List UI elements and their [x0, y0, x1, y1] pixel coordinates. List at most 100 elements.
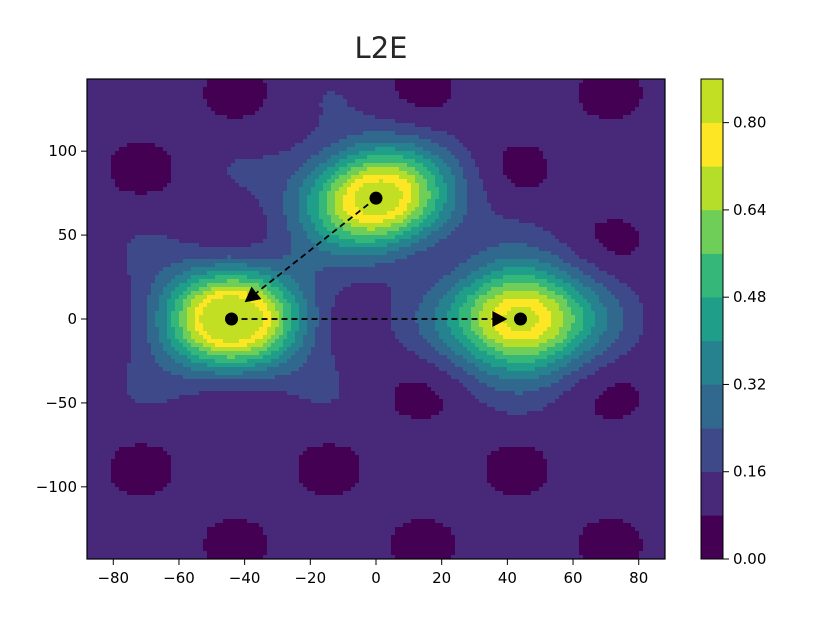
- contour-cell: [515, 151, 520, 156]
- contour-cell: [403, 123, 408, 128]
- contour-cell: [463, 103, 468, 108]
- contour-cell: [215, 87, 220, 92]
- contour-cell: [475, 163, 480, 168]
- contour-cell: [151, 127, 156, 132]
- contour-cell: [195, 187, 200, 192]
- contour-cell: [271, 135, 276, 140]
- contour-cell: [427, 115, 432, 120]
- contour-cell: [579, 91, 584, 96]
- contour-cell: [575, 159, 580, 164]
- contour-cell: [267, 151, 272, 156]
- contour-cell: [507, 183, 512, 188]
- contour-cell: [283, 167, 288, 172]
- contour-cell: [147, 123, 152, 128]
- contour-cell: [267, 127, 272, 132]
- contour-cell: [575, 135, 580, 140]
- contour-cell: [455, 167, 460, 172]
- contour-cell: [355, 163, 360, 168]
- contour-cell: [187, 79, 192, 84]
- contour-cell: [319, 143, 324, 148]
- contour-cell: [527, 195, 532, 200]
- contour-cell: [663, 147, 666, 152]
- contour-cell: [235, 151, 240, 156]
- contour-cell: [187, 119, 192, 124]
- contour-cell: [559, 203, 564, 208]
- contour-cell: [291, 95, 296, 100]
- contour-cell: [251, 187, 256, 192]
- contour-cell: [179, 123, 184, 128]
- contour-cell: [155, 99, 160, 104]
- contour-cell: [179, 107, 184, 112]
- contour-cell: [307, 107, 312, 112]
- contour-cell: [279, 151, 284, 156]
- contour-cell: [467, 195, 472, 200]
- contour-cell: [563, 95, 568, 100]
- contour-cell: [175, 211, 180, 216]
- contour-cell: [407, 183, 412, 188]
- contour-cell: [431, 155, 436, 160]
- contour-cell: [223, 199, 228, 204]
- contour-cell: [87, 123, 92, 128]
- contour-cell: [311, 131, 316, 136]
- contour-cell: [467, 175, 472, 180]
- contour-cell: [179, 91, 184, 96]
- contour-cell: [199, 179, 204, 184]
- contour-cell: [427, 131, 432, 136]
- contour-cell: [343, 195, 348, 200]
- contour-cell: [187, 203, 192, 208]
- contour-cell: [543, 87, 548, 92]
- contour-cell: [415, 131, 420, 136]
- contour-cell: [607, 147, 612, 152]
- contour-cell: [535, 183, 540, 188]
- contour-cell: [479, 167, 484, 172]
- contour-cell: [523, 91, 528, 96]
- contour-cell: [123, 147, 128, 152]
- contour-cell: [647, 79, 652, 84]
- contour-cell: [191, 171, 196, 176]
- contour-cell: [183, 139, 188, 144]
- contour-cell: [607, 171, 612, 176]
- contour-cell: [207, 127, 212, 132]
- contour-cell: [179, 143, 184, 148]
- contour-cell: [591, 139, 596, 144]
- contour-cell: [399, 151, 404, 156]
- contour-cell: [251, 143, 256, 148]
- contour-cell: [303, 103, 308, 108]
- contour-cell: [243, 195, 248, 200]
- contour-cell: [659, 203, 664, 208]
- contour-cell: [483, 199, 488, 204]
- contour-cell: [527, 135, 532, 140]
- contour-cell: [335, 215, 340, 220]
- contour-cell: [419, 203, 424, 208]
- contour-cell: [163, 103, 168, 108]
- contour-cell: [659, 143, 664, 148]
- contour-cell: [583, 107, 588, 112]
- contour-cell: [523, 111, 528, 116]
- contour-cell: [635, 131, 640, 136]
- contour-cell: [495, 143, 500, 148]
- contour-cell: [359, 167, 364, 172]
- contour-cell: [327, 203, 332, 208]
- contour-cell: [487, 103, 492, 108]
- contour-cell: [163, 147, 168, 152]
- contour-cell: [403, 79, 408, 84]
- contour-cell: [531, 143, 536, 148]
- contour-cell: [103, 171, 108, 176]
- contour-cell: [183, 215, 188, 220]
- contour-cell: [347, 151, 352, 156]
- contour-cell: [487, 83, 492, 88]
- contour-cell: [103, 111, 108, 116]
- contour-cell: [295, 159, 300, 164]
- contour-cell: [455, 175, 460, 180]
- contour-cell: [643, 187, 648, 192]
- contour-cell: [655, 91, 660, 96]
- contour-cell: [427, 79, 432, 84]
- contour-cell: [323, 199, 328, 204]
- contour-cell: [619, 147, 624, 152]
- contour-cell: [155, 155, 160, 160]
- contour-cell: [615, 127, 620, 132]
- contour-cell: [199, 91, 204, 96]
- contour-cell: [199, 199, 204, 204]
- contour-cell: [551, 163, 556, 168]
- contour-cell: [511, 127, 516, 132]
